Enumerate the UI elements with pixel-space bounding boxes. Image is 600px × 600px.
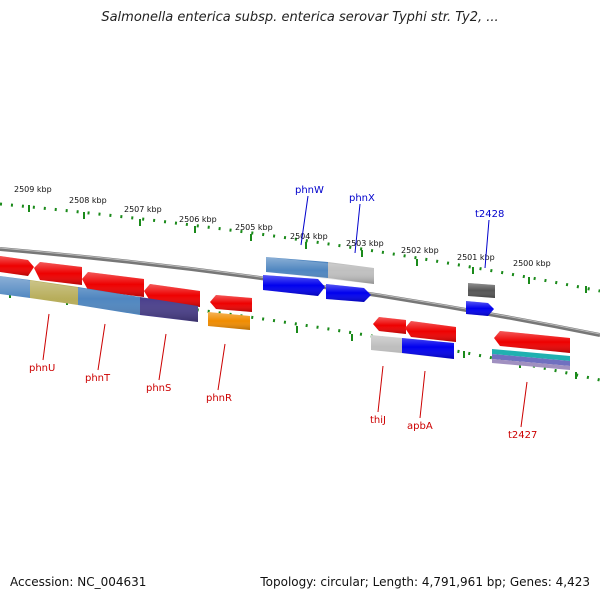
gene-label-phnW[interactable]: phnW [295,185,324,196]
scale-label: 2505 kbp [235,223,273,232]
gene-label-phnR[interactable]: phnR [206,393,232,404]
scale-label: 2507 kbp [124,205,162,214]
scale-track-upper [0,202,600,293]
gene-label-phnU[interactable]: phnU [29,363,55,374]
topology-text: Topology: circular; Length: 4,791,961 bp… [260,575,590,589]
scale-label: 2506 kbp [179,215,217,224]
scale-label: 2504 kbp [290,232,328,241]
scale-label: 2508 kbp [69,196,107,205]
scale-label: 2509 kbp [14,185,52,194]
gene-row-lower-left [0,276,198,322]
gene-label-apbA[interactable]: apbA [407,421,433,432]
scale-label: 2501 kbp [457,253,495,262]
gene-label-t2427[interactable]: t2427 [508,430,537,441]
scale-label: 2503 kbp [346,239,384,248]
genome-title: Salmonella enterica subsp. enterica sero… [101,10,499,25]
gene-block[interactable] [492,349,570,361]
gene-block[interactable] [492,359,570,370]
gene-block[interactable] [492,354,570,366]
accession-text: Accession: NC_004631 [10,575,147,589]
gene-label-phnT[interactable]: phnT [85,373,111,384]
scale-label: 2502 kbp [401,246,439,255]
gene-label-phnS[interactable]: phnS [146,383,171,394]
gene-label-thiJ[interactable]: thiJ [370,415,386,426]
gene-label-t2428[interactable]: t2428 [475,209,504,220]
gene-label-phnX[interactable]: phnX [349,193,375,204]
scale-label: 2500 kbp [513,259,551,268]
